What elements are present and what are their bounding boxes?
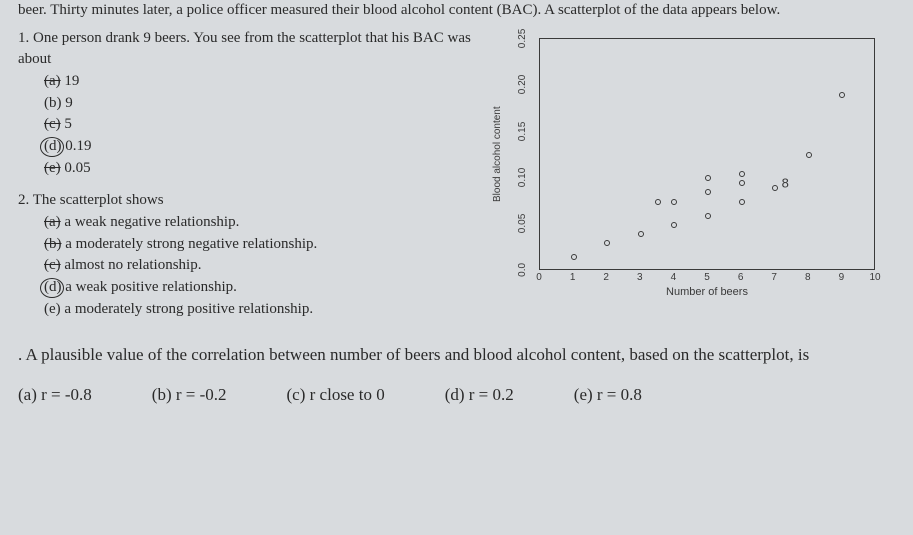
data-point bbox=[739, 199, 745, 205]
data-point bbox=[705, 175, 711, 181]
x-tick: 1 bbox=[570, 272, 576, 283]
q2-opt-c: (c) almost no relationship. bbox=[44, 255, 485, 277]
data-point bbox=[739, 171, 745, 177]
plot-area: 8 bbox=[539, 38, 875, 270]
q3-stem: . A plausible value of the correlation b… bbox=[18, 345, 809, 364]
q3-opt-d: (d) r = 0.2 bbox=[445, 385, 514, 405]
opt-text: 0.19 bbox=[65, 138, 91, 154]
chart-annotation: 8 bbox=[782, 176, 789, 191]
data-point bbox=[604, 240, 610, 246]
y-tick: 0.25 bbox=[517, 29, 528, 48]
data-point bbox=[772, 185, 778, 191]
opt-label: (c) bbox=[44, 116, 61, 132]
q2-opt-b: (b) a moderately strong negative relatio… bbox=[44, 234, 485, 256]
opt-label: (d) bbox=[44, 138, 62, 154]
x-tick: 9 bbox=[839, 272, 845, 283]
q1-stem: One person drank 9 beers. You see from t… bbox=[18, 30, 471, 66]
q1-opt-e: (e) 0.05 bbox=[44, 158, 485, 180]
q2-opt-e: (e) a moderately strong positive relatio… bbox=[44, 299, 485, 321]
y-tick: 0.20 bbox=[517, 75, 528, 94]
q3-opt-b: (b) r = -0.2 bbox=[152, 385, 227, 405]
q2-options: (a) a weak negative relationship. (b) a … bbox=[18, 212, 485, 321]
data-point bbox=[671, 222, 677, 228]
x-tick: 6 bbox=[738, 272, 744, 283]
opt-text: a moderately strong negative relationshi… bbox=[65, 236, 317, 252]
y-tick: 0.0 bbox=[517, 263, 528, 277]
x-tick: 7 bbox=[771, 272, 777, 283]
scatterplot: Blood alcohol content 8 Number of beers … bbox=[495, 32, 885, 312]
opt-text: 9 bbox=[65, 95, 73, 111]
x-tick: 3 bbox=[637, 272, 643, 283]
y-tick: 0.05 bbox=[517, 214, 528, 233]
y-tick: 0.15 bbox=[517, 121, 528, 140]
q2-opt-a: (a) a weak negative relationship. bbox=[44, 212, 485, 234]
x-tick: 0 bbox=[536, 272, 542, 283]
opt-text: 5 bbox=[64, 116, 72, 132]
intro-text: beer. Thirty minutes later, a police off… bbox=[18, 0, 895, 20]
q2-opt-d: (d) a weak positive relationship. bbox=[44, 277, 485, 299]
opt-label: (b) bbox=[44, 95, 62, 111]
question-3: . A plausible value of the correlation b… bbox=[18, 343, 895, 368]
data-point bbox=[655, 199, 661, 205]
q1-opt-a: (a) 19 bbox=[44, 71, 485, 93]
y-axis-label: Blood alcohol content bbox=[492, 38, 503, 270]
q1-opt-b: (b) 9 bbox=[44, 93, 485, 115]
opt-label: (e) bbox=[44, 301, 61, 317]
left-column: 1. One person drank 9 beers. You see fro… bbox=[18, 28, 485, 328]
x-tick: 8 bbox=[805, 272, 811, 283]
opt-text: almost no relationship. bbox=[64, 257, 201, 273]
data-point bbox=[806, 152, 812, 158]
opt-label: (e) bbox=[44, 160, 61, 176]
q3-opt-a: (a) r = -0.8 bbox=[18, 385, 92, 405]
data-point bbox=[839, 92, 845, 98]
q2-number: 2. bbox=[18, 192, 29, 208]
data-point bbox=[571, 254, 577, 260]
q1-options: (a) 19 (b) 9 (c) 5 (d) 0.19 (e) 0.05 bbox=[18, 71, 485, 180]
opt-text: a weak negative relationship. bbox=[64, 214, 239, 230]
q2-stem: The scatterplot shows bbox=[33, 192, 164, 208]
opt-label: (a) bbox=[44, 214, 61, 230]
opt-label: (a) bbox=[44, 73, 61, 89]
opt-text: 0.05 bbox=[64, 160, 90, 176]
right-column: Blood alcohol content 8 Number of beers … bbox=[495, 28, 895, 328]
data-point bbox=[705, 213, 711, 219]
question-2: 2. The scatterplot shows (a) a weak nega… bbox=[18, 190, 485, 321]
data-point bbox=[671, 199, 677, 205]
opt-label: (c) bbox=[44, 257, 61, 273]
opt-text: 19 bbox=[64, 73, 79, 89]
opt-label: (b) bbox=[44, 236, 62, 252]
opt-label: (d) bbox=[44, 279, 62, 295]
q1-opt-c: (c) 5 bbox=[44, 114, 485, 136]
x-tick: 4 bbox=[671, 272, 677, 283]
q3-options: (a) r = -0.8 (b) r = -0.2 (c) r close to… bbox=[18, 385, 895, 405]
q3-opt-e: (e) r = 0.8 bbox=[574, 385, 642, 405]
opt-text: a weak positive relationship. bbox=[65, 279, 237, 295]
data-point bbox=[638, 231, 644, 237]
content-wrap: 1. One person drank 9 beers. You see fro… bbox=[18, 28, 895, 328]
q3-opt-c: (c) r close to 0 bbox=[287, 385, 385, 405]
x-tick: 5 bbox=[704, 272, 710, 283]
question-1: 1. One person drank 9 beers. You see fro… bbox=[18, 28, 485, 179]
data-point bbox=[705, 189, 711, 195]
q1-opt-d: (d) 0.19 bbox=[44, 136, 485, 158]
data-point bbox=[739, 180, 745, 186]
opt-text: a moderately strong positive relationshi… bbox=[64, 301, 313, 317]
x-tick: 10 bbox=[869, 272, 880, 283]
y-tick: 0.10 bbox=[517, 168, 528, 187]
q1-number: 1. bbox=[18, 30, 29, 46]
x-tick: 2 bbox=[603, 272, 609, 283]
x-axis-label: Number of beers bbox=[539, 286, 875, 298]
